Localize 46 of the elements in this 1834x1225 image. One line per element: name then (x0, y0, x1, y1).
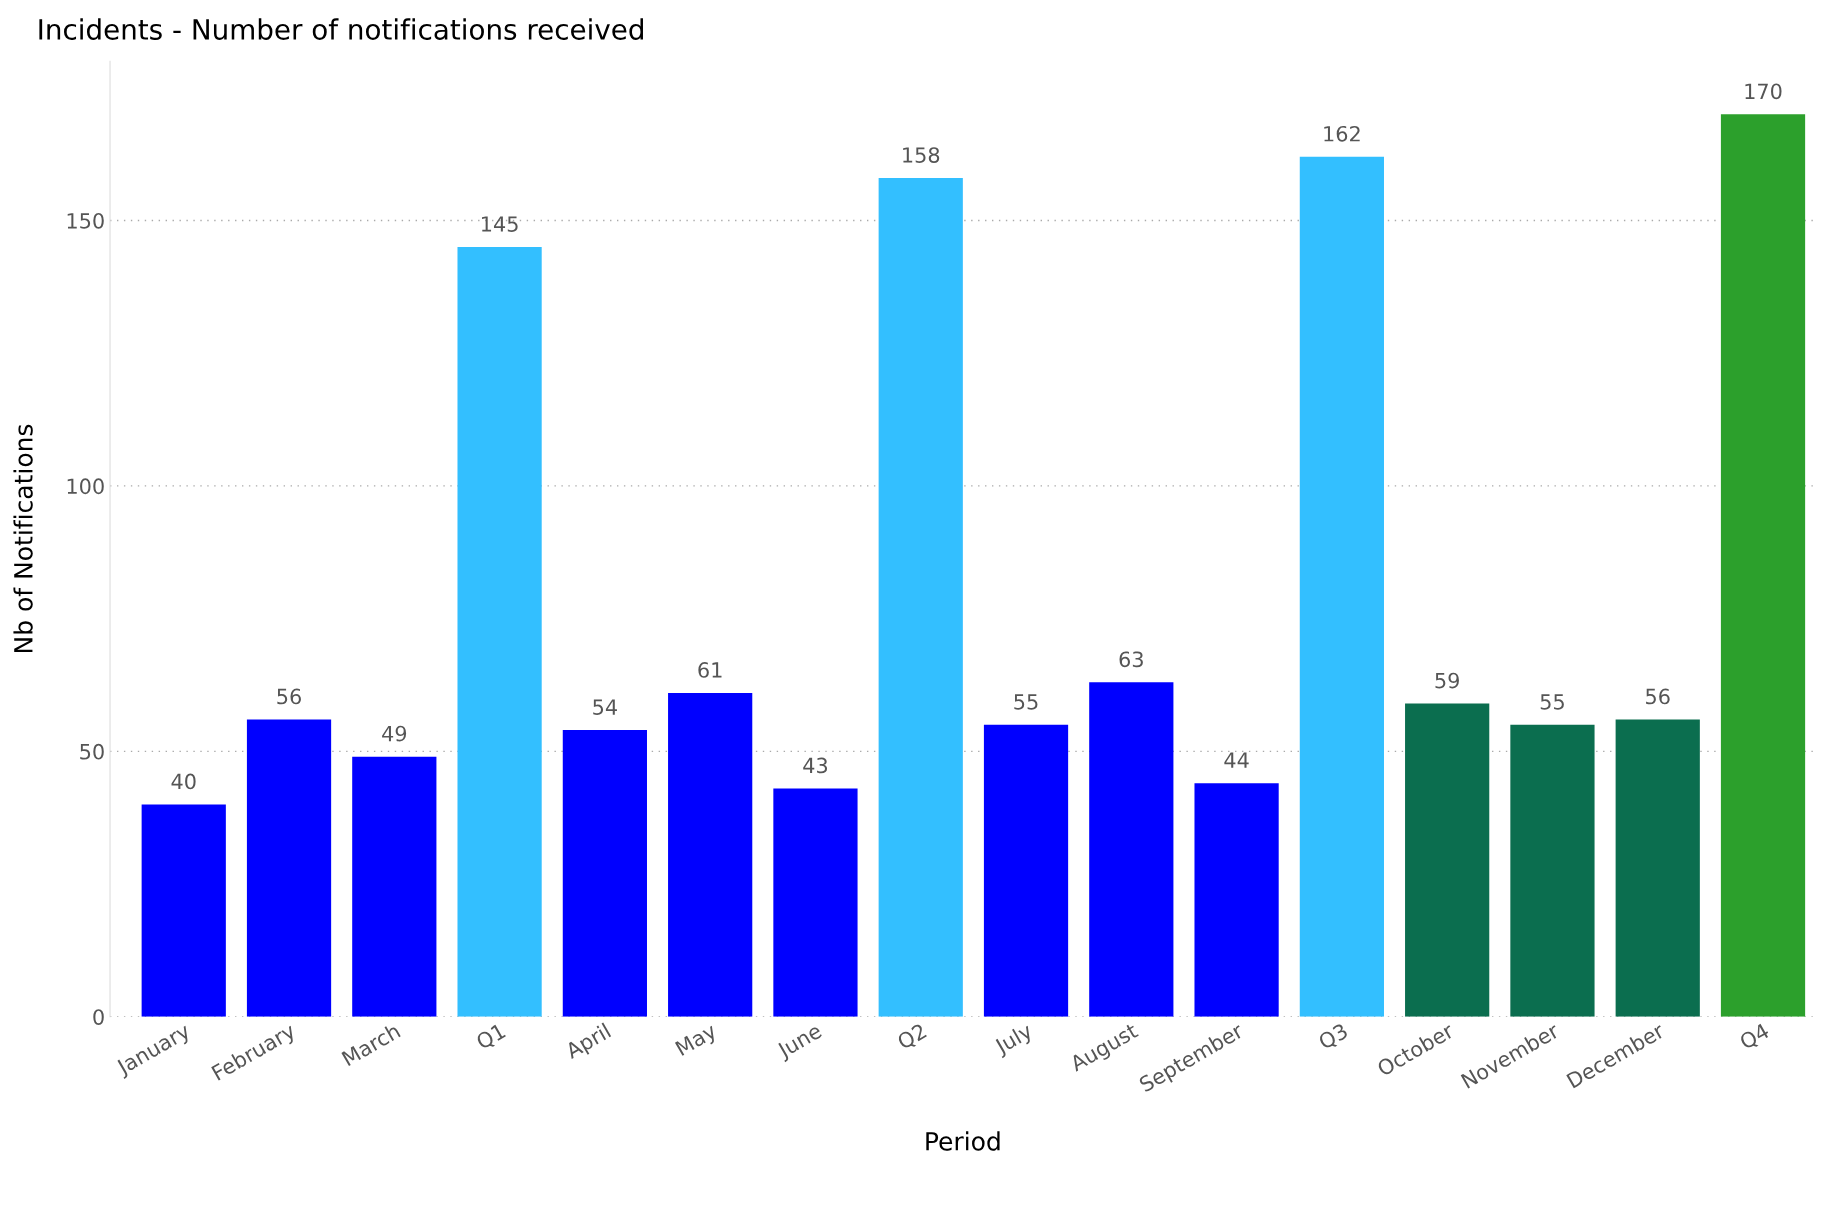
bar (1194, 783, 1279, 1017)
bar (1615, 719, 1700, 1017)
bar (457, 247, 542, 1017)
bar (983, 724, 1069, 1017)
x-tick-label: July (992, 1021, 1036, 1059)
data-label: 162 (1324, 125, 1360, 142)
bar (878, 178, 963, 1017)
bar (352, 756, 437, 1017)
data-label: 40 (171, 773, 196, 790)
data-label: 63 (1119, 651, 1143, 668)
y-tick-label: 0 (93, 1009, 104, 1025)
data-label: 54 (593, 699, 617, 715)
bar (1089, 682, 1174, 1017)
x-tick-label: May (674, 1022, 720, 1060)
data-label: 145 (482, 216, 518, 232)
data-label: 43 (803, 757, 828, 774)
bar (1299, 156, 1384, 1017)
bar (1720, 114, 1806, 1017)
y-tick-label: 100 (67, 478, 104, 495)
data-label: 170 (1745, 83, 1782, 100)
x-tick-label: Q4 (1738, 1022, 1772, 1052)
y-tick-label: 150 (67, 212, 104, 229)
data-label: 44 (1224, 752, 1249, 768)
x-tick-label: June (775, 1022, 825, 1063)
data-label: 55 (1014, 694, 1038, 710)
bar (1510, 724, 1595, 1017)
chart-title: Incidents - Number of notifications received (39, 18, 643, 40)
y-tick-label: 50 (80, 743, 104, 760)
bar (246, 719, 332, 1017)
data-label: 55 (1540, 694, 1564, 710)
x-axis-title: Period (926, 1131, 1000, 1151)
bar (562, 730, 647, 1017)
bar (773, 788, 858, 1017)
bar (141, 804, 226, 1017)
y-axis-title: Nb of Notifications (13, 424, 33, 653)
data-label: 158 (903, 147, 940, 163)
data-label: 61 (698, 662, 722, 678)
x-tick-label: Q3 (1317, 1022, 1350, 1052)
data-label: 56 (1646, 688, 1670, 705)
bar (1405, 703, 1490, 1017)
data-label: 56 (277, 688, 301, 705)
x-tick-label: Q1 (475, 1022, 508, 1052)
data-label: 49 (382, 725, 407, 742)
bar (668, 692, 753, 1017)
x-tick-label: Q2 (896, 1022, 929, 1052)
data-label: 59 (1435, 672, 1459, 689)
